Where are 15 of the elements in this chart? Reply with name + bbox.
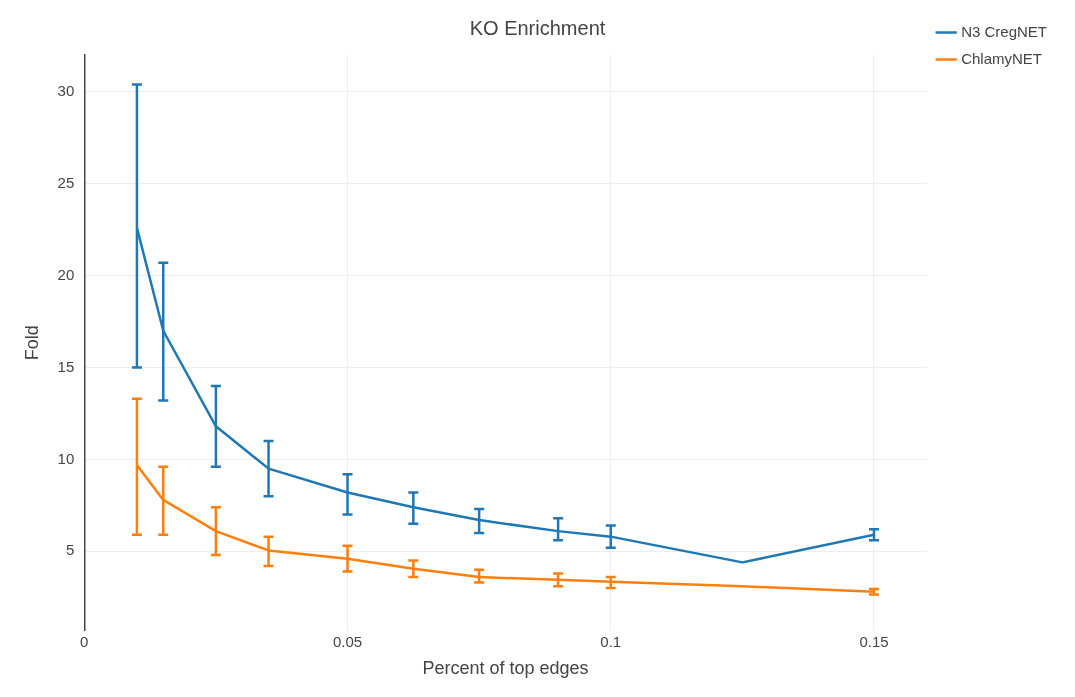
y-axis-title: Fold <box>21 325 42 361</box>
y-tick-label: 30 <box>57 81 75 99</box>
y-tick-label: 10 <box>57 449 75 467</box>
legend-label: ChlamyNET <box>961 49 1042 67</box>
y-tick-label: 15 <box>57 357 75 375</box>
x-axis-title: Percent of top edges <box>422 658 589 679</box>
y-tick-label: 25 <box>57 173 75 191</box>
legend-label: N3 CregNET <box>961 22 1047 40</box>
x-tick-label: 0.05 <box>332 632 363 650</box>
y-tick-label: 5 <box>65 541 75 559</box>
x-tick-label: 0.15 <box>859 632 889 650</box>
y-tick-label: 20 <box>57 265 75 283</box>
chart-title: KO Enrichment <box>469 16 606 39</box>
x-tick-label: 0 <box>80 632 89 650</box>
x-tick-label: 0.1 <box>600 632 622 650</box>
